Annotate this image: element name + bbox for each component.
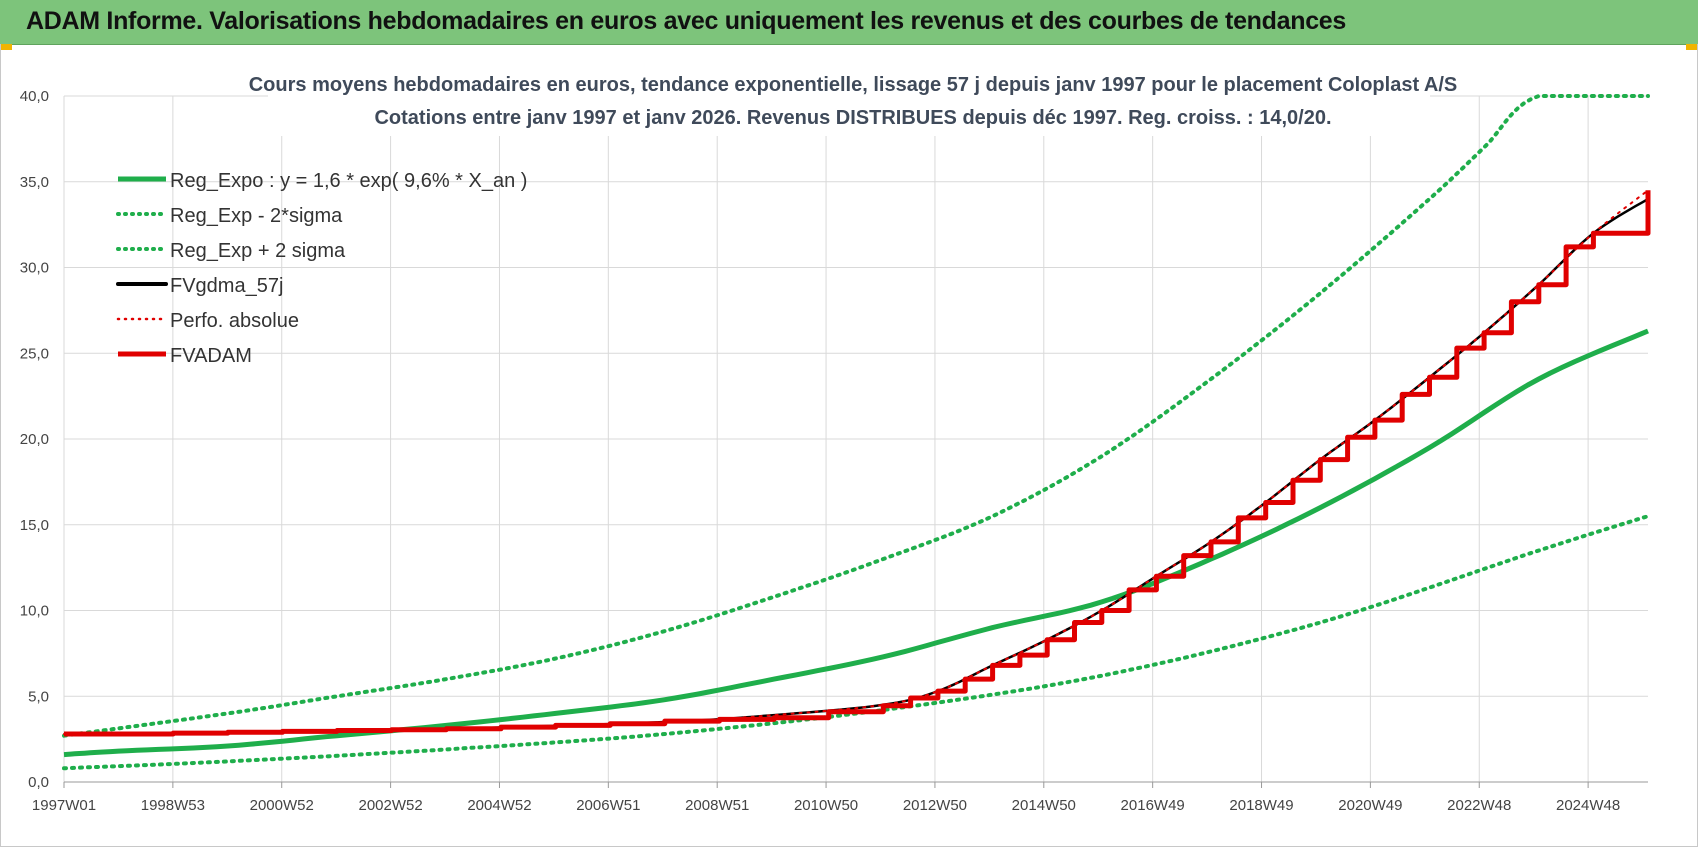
y-tick-label: 0,0 bbox=[28, 774, 49, 791]
legend-label: Reg_Expo : y = 1,6 * exp( 9,6% * X_an ) bbox=[170, 170, 527, 192]
x-tick-label: 2018W49 bbox=[1229, 797, 1293, 814]
x-tick-label: 2012W50 bbox=[903, 797, 967, 814]
series-line-3 bbox=[63, 197, 1649, 736]
series-line-2 bbox=[62, 94, 1650, 738]
x-tick-label: 2004W52 bbox=[467, 797, 531, 814]
y-tick-label: 10,0 bbox=[20, 603, 49, 620]
y-tick-label: 35,0 bbox=[20, 174, 49, 191]
x-tick-label: 2014W50 bbox=[1012, 797, 1076, 814]
x-tick-label: 2024W48 bbox=[1556, 797, 1620, 814]
x-tick-label: 2008W51 bbox=[685, 797, 749, 814]
corner-mark-right bbox=[1686, 44, 1698, 50]
y-tick-label: 5,0 bbox=[28, 688, 49, 705]
x-tick-label: 2020W49 bbox=[1338, 797, 1402, 814]
x-tick-label: 1998W53 bbox=[141, 797, 205, 814]
x-tick-label: 2016W49 bbox=[1121, 797, 1185, 814]
series-line-4 bbox=[63, 189, 1649, 735]
y-tick-label: 40,0 bbox=[20, 88, 49, 105]
x-tick-label: 2002W52 bbox=[358, 797, 422, 814]
y-tick-label: 30,0 bbox=[20, 260, 49, 277]
legend-label: FVgdma_57j bbox=[170, 275, 283, 297]
x-tick-label: 2000W52 bbox=[250, 797, 314, 814]
y-tick-label: 15,0 bbox=[20, 517, 49, 534]
legend-label: Perfo. absolue bbox=[170, 310, 299, 332]
y-tick-label: 20,0 bbox=[20, 431, 49, 448]
legend: Reg_Expo : y = 1,6 * exp( 9,6% * X_an ) R… bbox=[116, 170, 527, 367]
y-axis-ticks: 0,0 5,0 10,0 15,0 20,0 25,0 30,0 35,0 40,0 bbox=[20, 88, 49, 791]
x-tick-label: 2006W51 bbox=[576, 797, 640, 814]
x-tick-label: 2010W50 bbox=[794, 797, 858, 814]
chart-title: Cours moyens hebdomadaires en euros, ten… bbox=[249, 74, 1458, 96]
legend-label: Reg_Exp + 2 sigma bbox=[170, 240, 346, 262]
header-bar: ADAM Informe. Valorisations hebdomadaire… bbox=[0, 0, 1698, 45]
chart-subtitle: Cotations entre janv 1997 et janv 2026. … bbox=[374, 107, 1331, 129]
title-background bbox=[268, 66, 1430, 136]
chart-series bbox=[62, 94, 1651, 771]
y-tick-label: 25,0 bbox=[20, 345, 49, 362]
legend-label: Reg_Exp - 2*sigma bbox=[170, 205, 343, 227]
x-tick-label: 1997W01 bbox=[32, 797, 96, 814]
page-title: ADAM Informe. Valorisations hebdomadaire… bbox=[26, 7, 1347, 35]
series-line-1 bbox=[62, 514, 1650, 771]
series-line-0 bbox=[63, 328, 1649, 758]
x-axis-ticks: 1997W01 1998W53 2000W52 2002W52 2004W52 2006W… bbox=[32, 797, 1620, 814]
legend-label: FVADAM bbox=[170, 345, 252, 367]
corner-mark-left bbox=[0, 44, 12, 50]
chart-grid bbox=[63, 95, 1648, 788]
x-tick-label: 2022W48 bbox=[1447, 797, 1511, 814]
series-line-5 bbox=[64, 190, 1651, 737]
